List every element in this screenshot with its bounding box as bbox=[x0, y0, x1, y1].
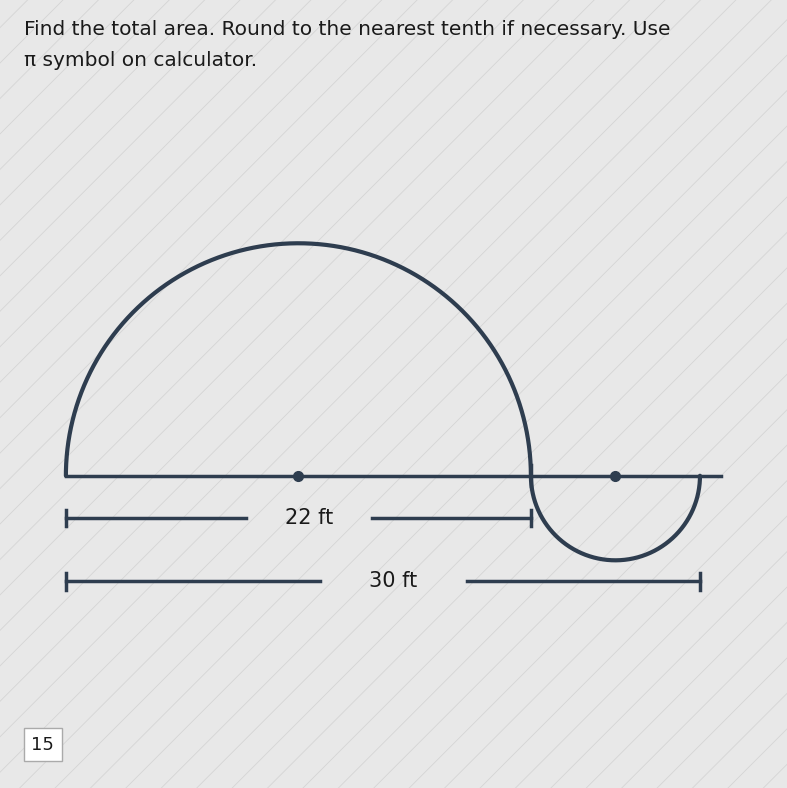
Text: Find the total area. Round to the nearest tenth if necessary. Use: Find the total area. Round to the neares… bbox=[24, 20, 670, 39]
Text: π symbol on calculator.: π symbol on calculator. bbox=[24, 51, 257, 70]
Text: 22 ft: 22 ft bbox=[285, 508, 333, 528]
Text: 15: 15 bbox=[31, 736, 54, 753]
Text: 30 ft: 30 ft bbox=[369, 571, 418, 592]
